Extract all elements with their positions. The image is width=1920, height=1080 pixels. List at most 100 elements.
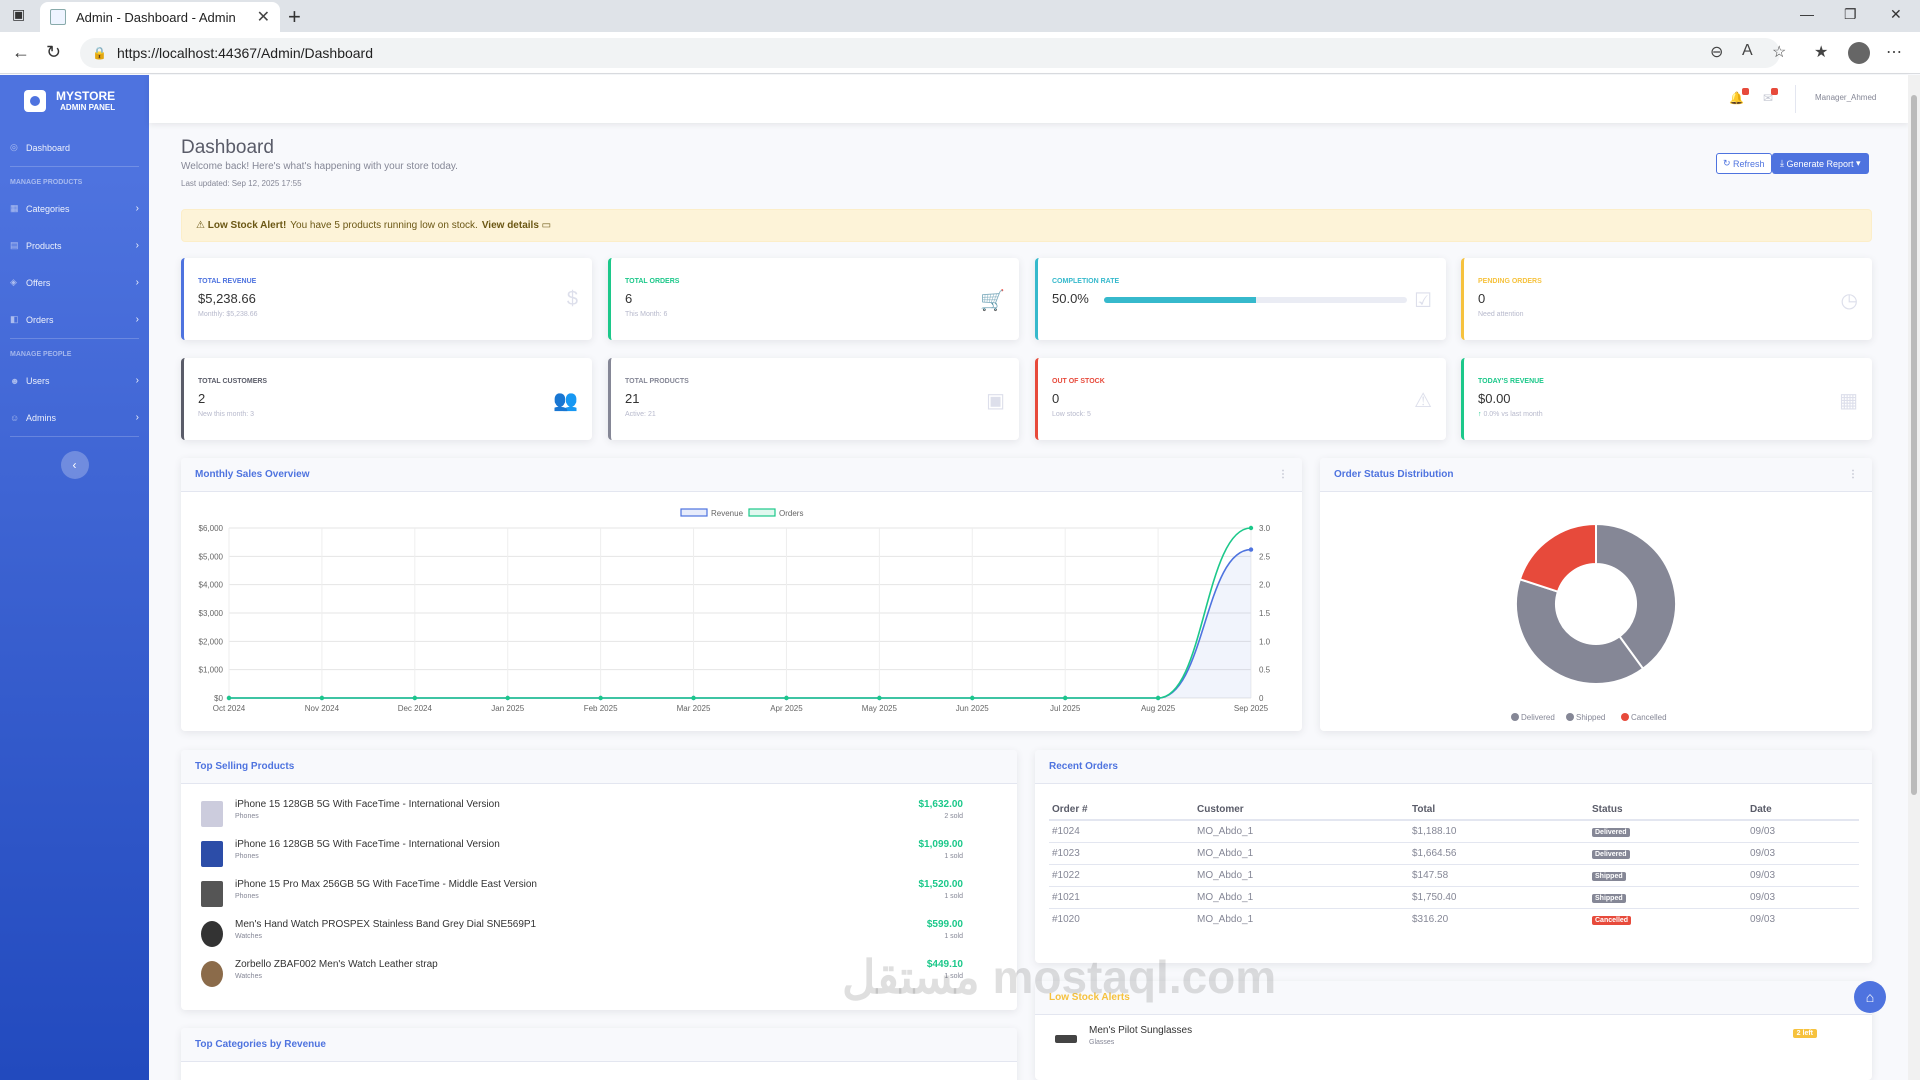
url-field[interactable]: 🔒 https://localhost:44367/Admin/Dashboar…: [80, 38, 1780, 68]
order-status: Shipped: [1589, 886, 1747, 909]
sidebar-item-label: Users: [26, 375, 50, 386]
card-header: Top Categories by Revenue: [181, 1028, 1017, 1062]
y-tick-label: $0: [214, 694, 223, 703]
restore-icon[interactable]: ❐: [1844, 6, 1857, 22]
sidebar-item-admins[interactable]: ☺ Admins ›: [0, 399, 149, 436]
status-badge: Cancelled: [1592, 916, 1632, 925]
order-customer: MO_Abdo_1: [1194, 908, 1409, 930]
stat-value: 50.0%: [1052, 291, 1089, 306]
user-name[interactable]: Manager_Ahmed: [1815, 93, 1877, 102]
more-vertical-icon[interactable]: ⋮: [1278, 469, 1288, 480]
sidebar-item-products[interactable]: ▤ Products ›: [0, 227, 149, 264]
stat-sub: Low stock: 5: [1052, 411, 1091, 418]
profile-avatar[interactable]: [1848, 42, 1870, 64]
chevron-right-icon: ›: [135, 277, 139, 288]
caret-down-icon: ▾: [1853, 158, 1861, 168]
more-icon[interactable]: ⋯: [1886, 44, 1902, 61]
completion-progress: [1104, 297, 1407, 303]
x-tick-label: Feb 2025: [584, 704, 618, 713]
card-title: Top Selling Products: [195, 761, 295, 772]
data-point: [1155, 695, 1161, 701]
legend-swatch: [1566, 713, 1574, 721]
scrollbar-thumb[interactable]: [1911, 95, 1917, 795]
table-row[interactable]: #1020 MO_Abdo_1 $316.20 Cancelled 09/03: [1049, 908, 1859, 930]
sidebar-toggle-button[interactable]: ‹: [60, 451, 89, 479]
view-details-link[interactable]: View details: [481, 220, 539, 231]
generate-report-button[interactable]: ⤓ Generate Report ▾: [1772, 153, 1869, 174]
arrow-up-icon: ↑: [1478, 411, 1484, 418]
order-date: 09/03: [1747, 908, 1859, 930]
order-date: 09/03: [1747, 842, 1859, 865]
sidebar-item-label: Admins: [26, 412, 57, 423]
status-badge: Delivered: [1592, 850, 1630, 859]
sidebar-item-offers[interactable]: ◈ Offers ›: [0, 264, 149, 301]
list-item[interactable]: iPhone 15 Pro Max 256GB 5G With FaceTime…: [195, 875, 975, 915]
sidebar-item-orders[interactable]: ◧ Orders ›: [0, 301, 149, 338]
stat-card-total-customers: TOTAL CUSTOMERS 2 New this month: 3 👥: [181, 358, 592, 440]
data-point: [505, 695, 510, 701]
close-window-icon[interactable]: ✕: [1890, 6, 1902, 22]
reload-icon[interactable]: ↻: [46, 42, 62, 62]
sidebar-item-label: Categories: [26, 203, 70, 214]
lock-icon[interactable]: 🔒: [92, 46, 107, 60]
legend-label: Orders: [779, 509, 803, 518]
list-item[interactable]: iPhone 16 128GB 5G With FaceTime - Inter…: [195, 835, 975, 875]
envelope-icon[interactable]: ✉: [1763, 88, 1779, 105]
table-row[interactable]: #1023 MO_Abdo_1 $1,664.56 Delivered 09/0…: [1049, 842, 1859, 865]
column-header: Date: [1747, 800, 1859, 821]
y-tick-label: $1,000: [199, 666, 224, 675]
home-button[interactable]: ⌂: [1854, 981, 1886, 1013]
list-item[interactable]: iPhone 15 128GB 5G With FaceTime - Inter…: [195, 795, 975, 835]
zoom-icon[interactable]: ⊖: [1710, 44, 1724, 61]
table-row[interactable]: #1022 MO_Abdo_1 $147.58 Shipped 09/03: [1049, 864, 1859, 887]
x-tick-label: Apr 2025: [770, 704, 803, 713]
chevron-right-icon: ›: [135, 314, 139, 325]
back-icon[interactable]: ←: [12, 42, 30, 62]
order-customer: MO_Abdo_1: [1194, 886, 1409, 909]
refresh-button[interactable]: ↻ Refresh: [1716, 153, 1772, 174]
external-link-icon: ▭: [538, 220, 552, 231]
data-point: [1062, 695, 1068, 701]
product-price: $1,099.00: [918, 839, 964, 850]
tab-close-icon[interactable]: ✕: [256, 9, 270, 26]
new-tab-icon[interactable]: +: [288, 4, 301, 29]
data-point: [691, 695, 696, 701]
list-item[interactable]: Zorbello ZBAF002 Men's Watch Leather str…: [195, 955, 975, 995]
recent-orders-card: Recent Orders Order # Customer Total Sta…: [1035, 750, 1872, 963]
status-badge: Shipped: [1592, 894, 1626, 903]
favorite-star-icon[interactable]: ☆: [1772, 44, 1787, 61]
table-row[interactable]: #1021 MO_Abdo_1 $1,750.40 Shipped 09/03: [1049, 886, 1859, 909]
user-shield-icon: ☺: [10, 412, 20, 423]
sidebar-item-dashboard[interactable]: ◎ Dashboard: [0, 129, 149, 166]
table-row[interactable]: #1024 MO_Abdo_1 $1,188.10 Delivered 09/0…: [1049, 819, 1859, 843]
favorites-icon[interactable]: ★: [1814, 44, 1829, 61]
read-aloud-icon[interactable]: A: [1742, 42, 1753, 59]
product-name: iPhone 16 128GB 5G With FaceTime - Inter…: [235, 839, 500, 850]
more-vertical-icon[interactable]: ⋮: [1848, 469, 1858, 480]
stat-label: COMPLETION RATE: [1052, 278, 1120, 285]
tab-title: Admin - Dashboard - Admin: [76, 9, 236, 25]
list-item[interactable]: Men's Hand Watch PROSPEX Stainless Band …: [195, 915, 975, 955]
brand-title: MYSTORE: [56, 89, 116, 103]
product-price: $1,520.00: [918, 879, 964, 890]
stat-label: OUT OF STOCK: [1052, 378, 1105, 385]
browser-tab[interactable]: Admin - Dashboard - Admin ✕: [40, 2, 280, 32]
product-sold: 2 sold: [944, 813, 963, 820]
product-image: [201, 921, 223, 947]
sidebar-item-label: Orders: [26, 314, 54, 325]
minimize-icon[interactable]: —: [1800, 6, 1814, 22]
sidebar-item-categories[interactable]: ▦ Categories ›: [0, 190, 149, 227]
tab-actions-icon[interactable]: ▣: [12, 6, 26, 22]
brand[interactable]: MYSTORE ADMIN PANEL: [0, 75, 149, 115]
dashboard-icon: ◎: [10, 142, 18, 152]
product-image: [1055, 1035, 1077, 1043]
sidebar-item-users[interactable]: ☻ Users ›: [0, 362, 149, 399]
scrollbar[interactable]: [1908, 75, 1920, 1080]
bell-icon[interactable]: 🔔: [1729, 88, 1749, 105]
legend-label: Delivered: [1521, 713, 1555, 722]
list-item[interactable]: Men's Pilot Sunglasses Glasses 2 left: [1049, 1021, 1829, 1061]
topbar: 🔔 ✉ Manager_Ahmed: [149, 75, 1909, 123]
card-title: Monthly Sales Overview: [195, 469, 310, 480]
y2-tick-label: 1.5: [1259, 609, 1271, 618]
product-name: iPhone 15 Pro Max 256GB 5G With FaceTime…: [235, 879, 537, 890]
